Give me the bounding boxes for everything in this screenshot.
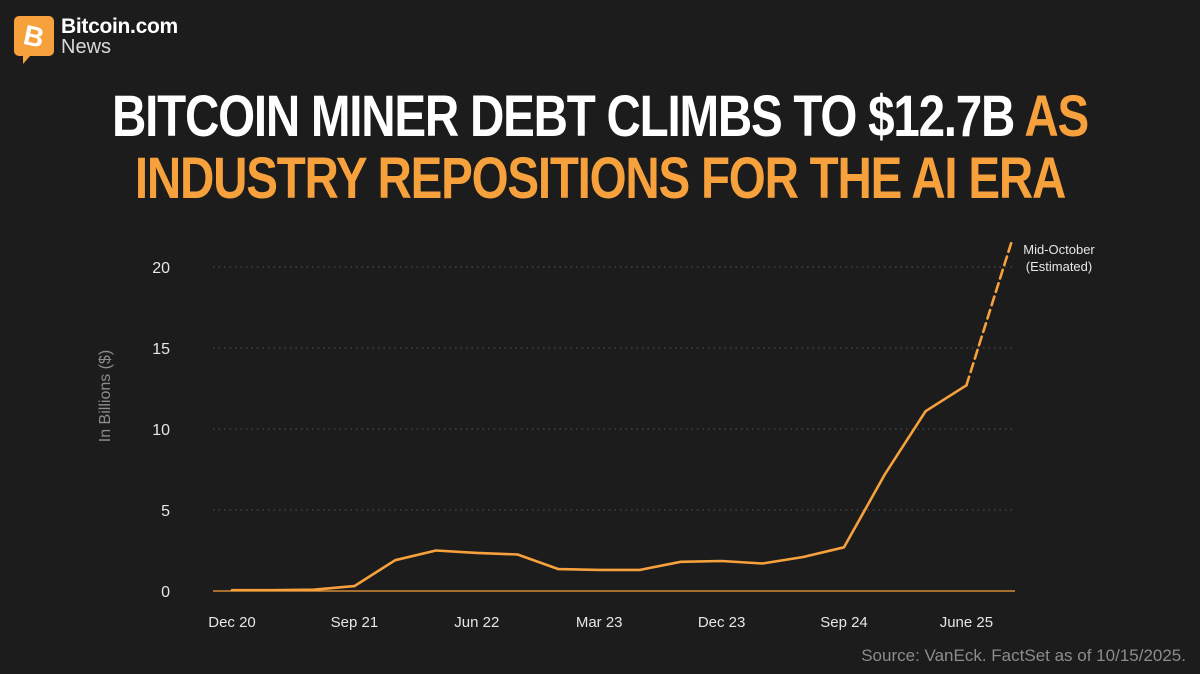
brand-name: Bitcoin.com — [61, 15, 178, 38]
y-tick-label: 20 — [152, 260, 170, 277]
y-tick-label: 5 — [161, 503, 170, 520]
x-tick-label: Dec 20 — [208, 614, 256, 631]
y-tick-label: 15 — [152, 341, 170, 358]
chart-series — [230, 241, 1013, 592]
headline-part-1: BITCOIN MINER DEBT CLIMBS TO $12.7B — [112, 84, 1015, 149]
bitcoin-logo-icon: B — [14, 16, 54, 64]
annotation-line-2: (Estimated) — [1026, 259, 1092, 274]
headline-line-1: BITCOIN MINER DEBT CLIMBS TO $12.7B AS — [108, 86, 1092, 148]
x-tick-label: Sep 24 — [820, 614, 868, 631]
brand-logo: B Bitcoin.com News — [14, 16, 178, 66]
debt-series-line — [230, 383, 968, 592]
x-axis-ticks: Dec 20 Sep 21 Jun 22 Mar 23 Dec 23 Sep 24 June… — [208, 614, 993, 631]
y-axis-ticks: 0 5 10 15 20 — [152, 260, 170, 601]
brand-sub: News — [61, 36, 112, 58]
y-tick-label: 0 — [161, 584, 170, 601]
headline: BITCOIN MINER DEBT CLIMBS TO $12.7B AS I… — [108, 86, 1092, 210]
source-note: Source: VanEck. FactSet as of 10/15/2025… — [861, 646, 1186, 665]
chart-grid — [213, 266, 1015, 592]
y-tick-label: 10 — [152, 422, 170, 439]
y-axis-label: In Billions ($) — [97, 350, 114, 442]
x-tick-label: Mar 23 — [576, 614, 623, 631]
estimated-series-line — [965, 241, 1013, 387]
headline-line-2: INDUSTRY REPOSITIONS FOR THE AI ERA — [134, 146, 1066, 211]
headline-part-2: AS — [1024, 84, 1089, 149]
x-tick-label: Sep 21 — [331, 614, 379, 631]
x-tick-label: Jun 22 — [454, 614, 499, 631]
annotation-line-1: Mid-October — [1023, 242, 1095, 257]
x-tick-label: Dec 23 — [698, 614, 746, 631]
x-tick-label: June 25 — [940, 614, 993, 631]
